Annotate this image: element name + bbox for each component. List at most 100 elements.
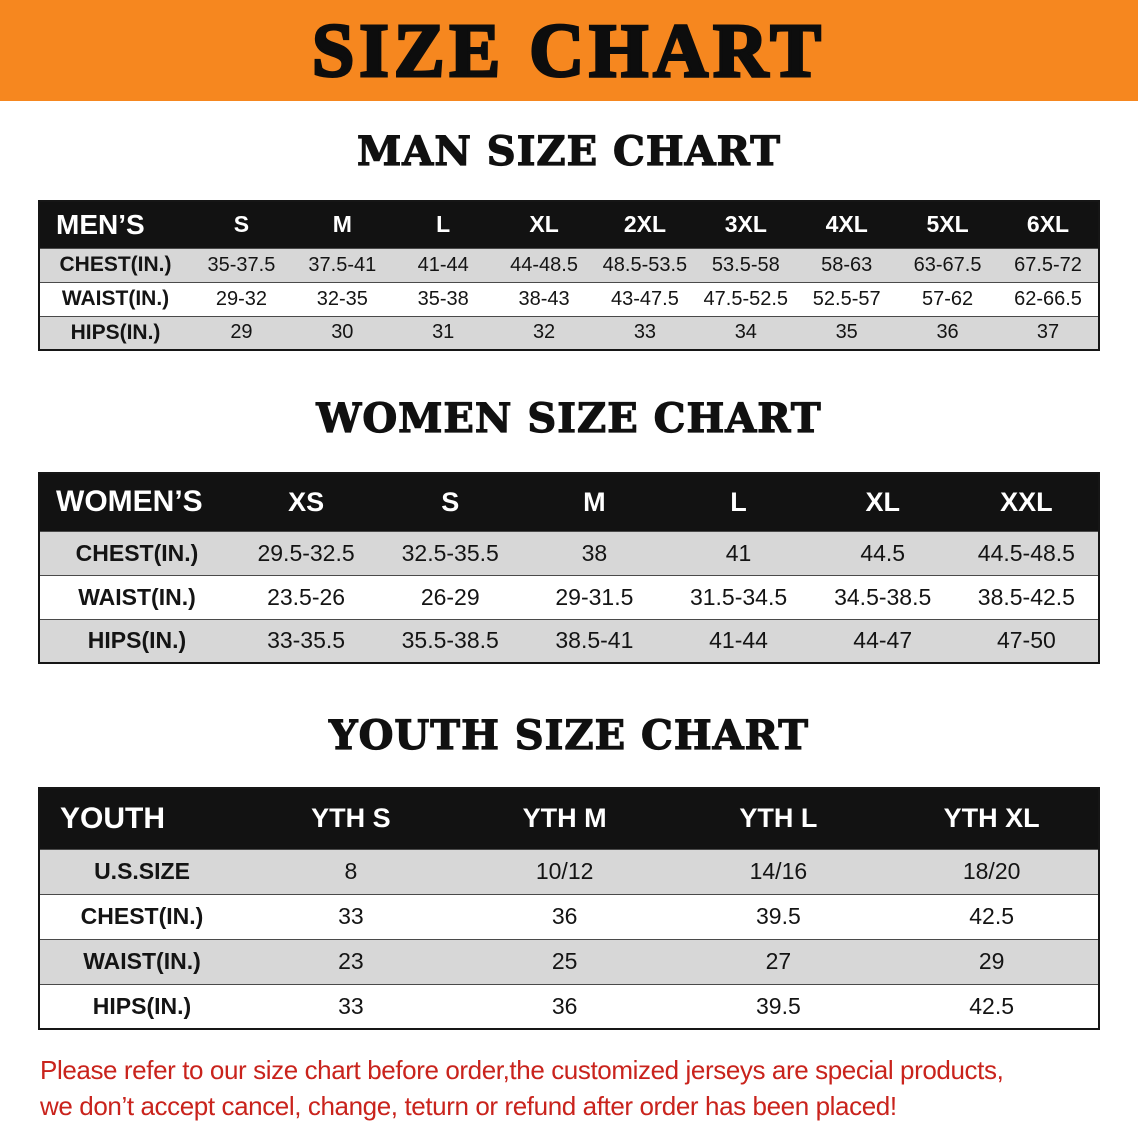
measurement-value: 41-44 <box>392 247 494 282</box>
size-column-header: L <box>392 201 494 248</box>
measurement-value: 8 <box>244 848 458 894</box>
order-notice: Please refer to our size chart before or… <box>40 1052 1102 1125</box>
notice-line-2: we don’t accept cancel, change, teturn o… <box>40 1091 897 1122</box>
measurement-value: 32 <box>493 315 595 350</box>
youth-section-heading: YOUTH SIZE CHART <box>328 711 809 759</box>
size-column-header: 5XL <box>897 201 998 248</box>
measurement-row: WAIST(IN.) 23 25 27 29 <box>39 938 1099 984</box>
size-column-header: XS <box>234 473 379 531</box>
measurement-value: 63-67.5 <box>897 247 998 282</box>
measurement-value: 57-62 <box>897 281 998 316</box>
header-row: YOUTH YTH S YTH M YTH L YTH XL <box>39 788 1099 849</box>
measurement-value: 31 <box>392 315 494 350</box>
size-column-header: YTH L <box>671 788 886 849</box>
table-title-cell: YOUTH <box>39 788 244 849</box>
measurement-row: CHEST(IN.) 35-37.5 37.5-41 41-44 44-48.5 48.5… <box>39 247 1099 282</box>
size-column-header: 6XL <box>998 201 1099 248</box>
size-column-header: YTH XL <box>885 788 1099 849</box>
measurement-label: CHEST(IN.) <box>39 247 191 282</box>
measurement-value: 34 <box>695 315 797 350</box>
measurement-value: 33 <box>244 893 458 939</box>
measurement-value: 18/20 <box>885 848 1099 894</box>
measurement-value: 44.5-48.5 <box>954 530 1099 575</box>
measurement-value: 36 <box>897 315 998 350</box>
measurement-value: 35-37.5 <box>191 247 292 282</box>
table-title-cell: MEN’S <box>39 201 191 248</box>
measurement-value: 43-47.5 <box>594 281 696 316</box>
measurement-value: 29-32 <box>191 281 292 316</box>
measurement-value: 27 <box>671 938 886 984</box>
notice-line-1: Please refer to our size chart before or… <box>40 1055 1004 1085</box>
size-column-header: 3XL <box>695 201 797 248</box>
measurement-value: 32.5-35.5 <box>378 530 523 575</box>
measurement-value: 30 <box>291 315 393 350</box>
measurement-label: HIPS(IN.) <box>39 983 244 1029</box>
measurement-value: 44-48.5 <box>493 247 595 282</box>
measurement-value: 23.5-26 <box>234 574 379 619</box>
measurement-value: 33-35.5 <box>234 618 379 663</box>
measurement-value: 38-43 <box>493 281 595 316</box>
measurement-value: 62-66.5 <box>998 281 1099 316</box>
header-row: WOMEN’S XS S M L XL XXL <box>39 473 1099 531</box>
measurement-value: 58-63 <box>796 247 898 282</box>
men-section-heading: MAN SIZE CHART <box>356 127 781 175</box>
measurement-row: CHEST(IN.) 33 36 39.5 42.5 <box>39 893 1099 939</box>
measurement-value: 32-35 <box>291 281 393 316</box>
measurement-value: 37 <box>998 315 1099 350</box>
measurement-row: HIPS(IN.) 33-35.5 35.5-38.5 38.5-41 41-44 44-… <box>39 618 1099 663</box>
measurement-value: 36 <box>457 893 672 939</box>
measurement-value: 44-47 <box>810 618 955 663</box>
measurement-value: 36 <box>457 983 672 1029</box>
measurement-label: CHEST(IN.) <box>39 530 234 575</box>
measurement-value: 34.5-38.5 <box>810 574 955 619</box>
measurement-value: 52.5-57 <box>796 281 898 316</box>
measurement-value: 29.5-32.5 <box>234 530 379 575</box>
measurement-value: 47.5-52.5 <box>695 281 797 316</box>
size-column-header: XXL <box>954 473 1099 531</box>
measurement-row: WAIST(IN.) 23.5-26 26-29 29-31.5 31.5-34.5 34… <box>39 574 1099 619</box>
measurement-label: WAIST(IN.) <box>39 938 244 984</box>
women-size-chart-section: WOMEN SIZE CHART WOMEN’S XS S M L XL XXL CHEST(… <box>0 394 1138 664</box>
measurement-row: WAIST(IN.) 29-32 32-35 35-38 38-43 43-47.5 47.… <box>39 281 1099 316</box>
measurement-value: 38.5-41 <box>522 618 667 663</box>
measurement-value: 39.5 <box>671 983 886 1029</box>
measurement-label: WAIST(IN.) <box>39 281 191 316</box>
measurement-label: HIPS(IN.) <box>39 315 191 350</box>
women-section-heading: WOMEN SIZE CHART <box>316 394 822 442</box>
page-title: SIZE CHART <box>310 8 826 93</box>
measurement-row: U.S.SIZE 8 10/12 14/16 18/20 <box>39 848 1099 894</box>
measurement-row: HIPS(IN.) 29 30 31 32 33 34 35 36 37 <box>39 315 1099 350</box>
size-column-header: XL <box>810 473 955 531</box>
size-column-header: 2XL <box>594 201 696 248</box>
measurement-value: 35 <box>796 315 898 350</box>
measurement-value: 10/12 <box>457 848 672 894</box>
measurement-row: CHEST(IN.) 29.5-32.5 32.5-35.5 38 41 44.5 44.5… <box>39 530 1099 575</box>
size-column-header: XL <box>493 201 595 248</box>
measurement-value: 29 <box>885 938 1099 984</box>
measurement-value: 42.5 <box>885 893 1099 939</box>
measurement-value: 41 <box>666 530 811 575</box>
size-column-header: S <box>378 473 523 531</box>
youth-size-table: YOUTH YTH S YTH M YTH L YTH XL U.S.SIZE 8 10/12… <box>38 787 1100 1030</box>
measurement-value: 53.5-58 <box>695 247 797 282</box>
measurement-value: 31.5-34.5 <box>666 574 811 619</box>
measurement-value: 39.5 <box>671 893 886 939</box>
size-column-header: L <box>666 473 811 531</box>
measurement-value: 67.5-72 <box>998 247 1099 282</box>
youth-size-chart-section: YOUTH SIZE CHART YOUTH YTH S YTH M YTH L YTH… <box>0 711 1138 1030</box>
size-column-header: 4XL <box>796 201 898 248</box>
measurement-value: 42.5 <box>885 983 1099 1029</box>
measurement-value: 48.5-53.5 <box>594 247 696 282</box>
title-banner: SIZE CHART <box>0 0 1138 101</box>
women-size-table: WOMEN’S XS S M L XL XXL CHEST(IN.) 29.5-32.5 32.5… <box>38 472 1100 664</box>
measurement-value: 33 <box>594 315 696 350</box>
measurement-label: HIPS(IN.) <box>39 618 234 663</box>
table-title-cell: WOMEN’S <box>39 473 234 531</box>
measurement-value: 41-44 <box>666 618 811 663</box>
measurement-value: 47-50 <box>954 618 1099 663</box>
size-column-header: M <box>291 201 393 248</box>
measurement-label: CHEST(IN.) <box>39 893 244 939</box>
measurement-value: 14/16 <box>671 848 886 894</box>
size-column-header: YTH S <box>244 788 458 849</box>
